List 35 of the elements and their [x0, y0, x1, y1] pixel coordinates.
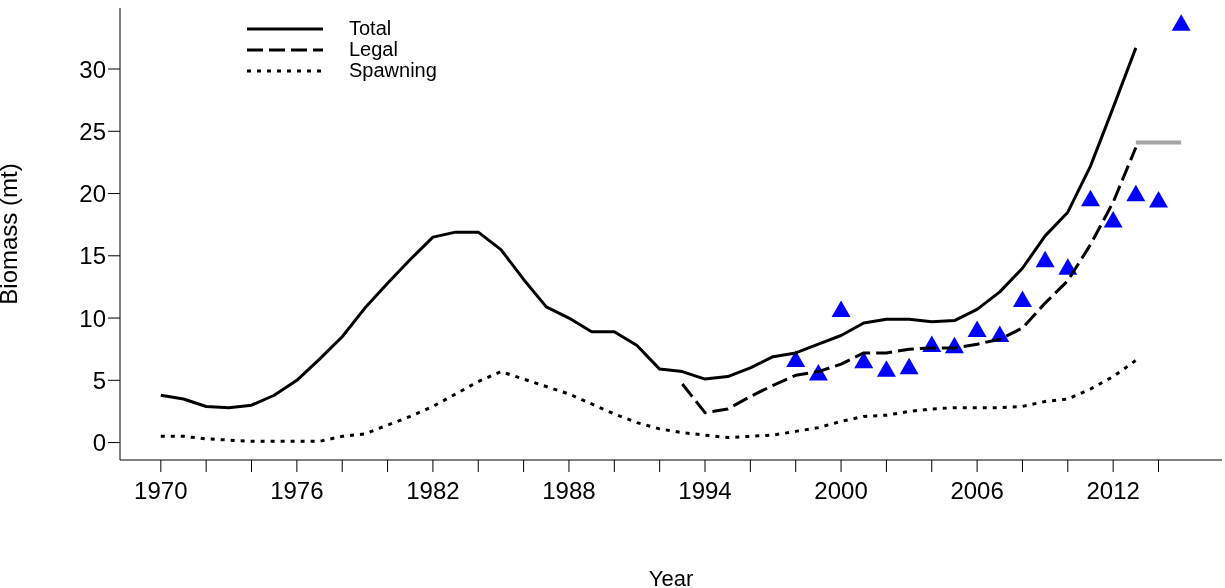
x-tick-label: 2006 [950, 477, 1004, 505]
point [876, 360, 896, 377]
point [1080, 189, 1100, 207]
legend-label: Total [349, 17, 392, 39]
legend-label: Legal [349, 38, 398, 60]
x-tick-label: 1994 [678, 477, 732, 505]
point [967, 320, 987, 337]
y-tick-label: 5 [92, 366, 106, 394]
point [899, 357, 919, 375]
point [1035, 250, 1055, 268]
legend-label: Spawning [349, 59, 437, 81]
point [1012, 290, 1032, 308]
line-series [680, 145, 1138, 415]
x-tick-label: 2012 [1086, 477, 1140, 505]
x-tick-label: 1988 [542, 477, 596, 505]
point [1058, 258, 1078, 275]
y-tick-label: 30 [79, 55, 106, 83]
x-tick-label: 1970 [134, 477, 188, 505]
y-tick-label: 25 [79, 117, 106, 145]
y-tick-label: 10 [79, 304, 106, 332]
y-tick-label: 0 [92, 429, 106, 457]
point [831, 300, 851, 318]
point [1149, 191, 1169, 208]
x-tick-label: 1982 [406, 477, 460, 505]
point [1126, 184, 1146, 202]
point [854, 351, 874, 369]
point [1171, 14, 1191, 31]
y-tick-label: 15 [79, 242, 106, 270]
point [1103, 210, 1123, 228]
line-series [159, 358, 1138, 443]
x-tick-label: 1976 [270, 477, 324, 505]
x-tick-label: 2000 [814, 477, 868, 505]
x-axis-title: Year [648, 566, 694, 588]
y-axis-title: Biomass (mt) [0, 163, 22, 305]
y-tick-label: 20 [79, 180, 106, 208]
